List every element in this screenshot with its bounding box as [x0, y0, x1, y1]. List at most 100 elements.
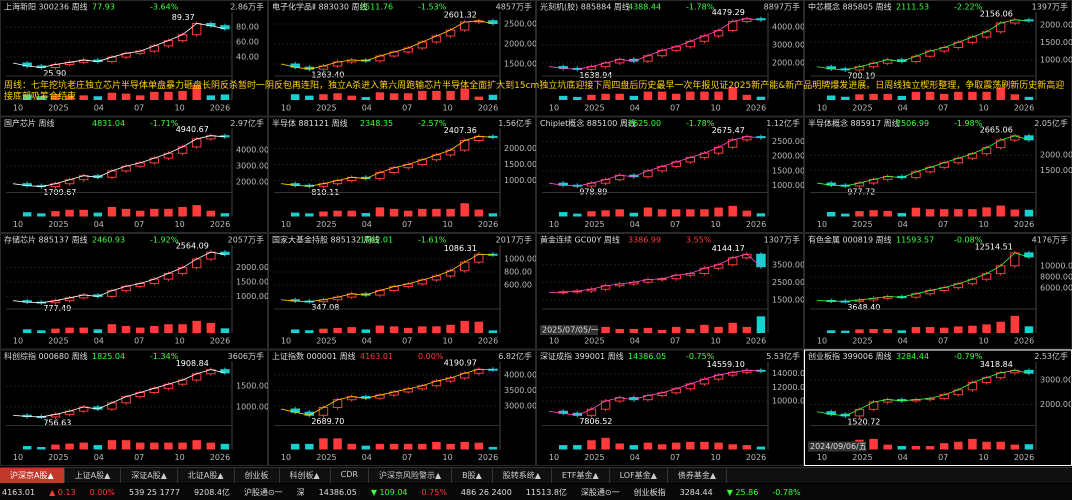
volume-bar [714, 91, 723, 100]
volume-bar [601, 93, 610, 100]
y-tick-label: 4000.00 [236, 146, 269, 155]
close-line [13, 251, 226, 304]
volume-unit: 1.12亿手 [766, 118, 800, 128]
volume-bar [629, 212, 639, 217]
market-tab[interactable]: CDR [331, 468, 369, 483]
volume-bar [333, 93, 342, 100]
volume-bar [1024, 96, 1034, 100]
volume-bar [22, 329, 32, 333]
volume-bar [615, 328, 624, 333]
volume-bar [897, 330, 907, 333]
volume-bar [996, 321, 1005, 333]
volume-bar [107, 92, 117, 100]
x-tick-label: 04 [630, 104, 640, 113]
close-line [817, 252, 1030, 302]
x-tick-label: 04 [362, 453, 372, 462]
volume-bar [728, 87, 737, 100]
market-tab[interactable]: ETF基金▲ [552, 468, 610, 483]
market-tab[interactable]: 上证A股▲ [65, 468, 122, 483]
stock-name: 光刻机(胶) 885884 周线 [540, 2, 630, 12]
stock-change: -1.78% [686, 3, 715, 12]
x-tick-label: 10 [175, 337, 185, 346]
status-bar: 4163.01 ▲ 0.13 0.00% 539 25 1777 9208.4亿 沪股通⊙… [0, 484, 1072, 500]
volume-bar [742, 94, 752, 100]
x-tick-label: 07 [938, 220, 948, 229]
close-line [549, 18, 761, 70]
volume-bar [164, 208, 173, 217]
market-tab[interactable]: 科创板▲ [280, 468, 331, 483]
volume-bar [939, 209, 949, 217]
x-tick-label: 07 [134, 453, 144, 462]
volume-bar [178, 206, 187, 217]
x-tick-label: 2026 [210, 337, 230, 346]
market-tab[interactable]: 沪深京A股▲ [0, 468, 65, 483]
close-line [12, 23, 226, 68]
candle-body [995, 22, 1006, 33]
stock-panel: 存储芯片 885137 周线 2460.93 -1.92% 2057万手 2000.00… [0, 233, 269, 350]
volume-bar [826, 330, 836, 333]
stock-panel: 黄金连续 GC00Y 周线 3386.99 3.55% 1307万手 3500.00 25… [536, 233, 805, 350]
volume-bar [869, 93, 878, 100]
market-tab[interactable]: 沪深京风险警示▲ [369, 468, 453, 483]
volume-bar [150, 325, 159, 333]
x-tick-label: 04 [630, 337, 640, 346]
volume-unit: 2057万手 [228, 235, 264, 245]
volume-bar [911, 207, 921, 217]
market-tab[interactable]: LOF基金▲ [610, 468, 668, 483]
stock-panel: 中芯概念 885805 周线 2111.53 -2.22% 1397万手 2000.00… [804, 0, 1072, 117]
x-tick-label: 2026 [746, 453, 766, 462]
volume-bar [206, 210, 216, 217]
volume-bar [968, 209, 977, 217]
stock-name: 深证成指 399001 周线 [540, 351, 624, 361]
x-tick-label: 2025 [852, 220, 872, 229]
volume-bar [883, 210, 892, 217]
x-tick-label: 10 [443, 220, 453, 229]
status-item: 深 [296, 487, 305, 497]
high-label: 4144.17 [712, 244, 745, 253]
date-tag-bg [808, 441, 866, 452]
volume-bar [403, 210, 413, 217]
stock-panel: 深证成指 399001 周线 14386.05 -0.75% 5.53亿手 14000.… [536, 349, 810, 466]
volume-unit: 2017万手 [496, 235, 532, 245]
stock-price: 2511.76 [360, 3, 393, 12]
volume-bar [686, 209, 695, 217]
status-item: 沪股通⊙一 [243, 487, 283, 497]
candle-body [318, 407, 329, 416]
high-label: 2601.32 [444, 10, 477, 19]
volume-bar [657, 329, 667, 333]
status-item: 486 26 2400 [460, 487, 512, 497]
market-tab[interactable]: 债券基金▲ [668, 468, 728, 483]
stock-price: 2348.35 [360, 119, 393, 128]
x-tick-label: 10 [281, 453, 291, 462]
volume-bar [671, 209, 681, 217]
volume-bar [558, 212, 568, 217]
volume-bar [742, 445, 752, 450]
x-tick-label: 2026 [478, 220, 498, 229]
volume-bar [700, 91, 709, 100]
market-tab[interactable]: 股转系统▲ [493, 468, 552, 483]
stock-change: -0.75% [686, 352, 715, 361]
x-tick-label: 2026 [746, 220, 766, 229]
stock-panel: 有色金属 000819 周线 11593.57 -0.08% 4176万手 10000.… [804, 233, 1072, 350]
market-tab[interactable]: 北证A股▲ [178, 468, 235, 483]
high-label: 4190.97 [444, 359, 477, 368]
stock-name: 创业板指 399006 周线 [808, 351, 892, 361]
volume-bar [700, 441, 709, 450]
volume-bar [150, 91, 159, 100]
volume-unit: 2.05亿手 [1034, 118, 1068, 128]
volume-bar [361, 212, 371, 217]
x-tick-label: 2025 [48, 453, 68, 462]
x-tick-label: 07 [402, 104, 412, 113]
volume-bar [742, 210, 752, 217]
volume-unit: 3606万手 [228, 351, 264, 361]
market-tab[interactable]: 创业板 [235, 468, 280, 483]
market-tab[interactable]: 深证A股▲ [121, 468, 178, 483]
x-tick-label: 04 [94, 453, 104, 462]
market-tab[interactable]: B股▲ [452, 468, 493, 483]
x-tick-label: 04 [94, 104, 104, 113]
x-tick-label: 2026 [1014, 453, 1034, 462]
stock-panel: 国产芯片 周线 4831.04 -1.71% 2.97亿手 4000.00 3000.00… [0, 116, 269, 233]
y-tick-label: 1000.00 [504, 254, 537, 263]
volume-bar [107, 206, 117, 217]
